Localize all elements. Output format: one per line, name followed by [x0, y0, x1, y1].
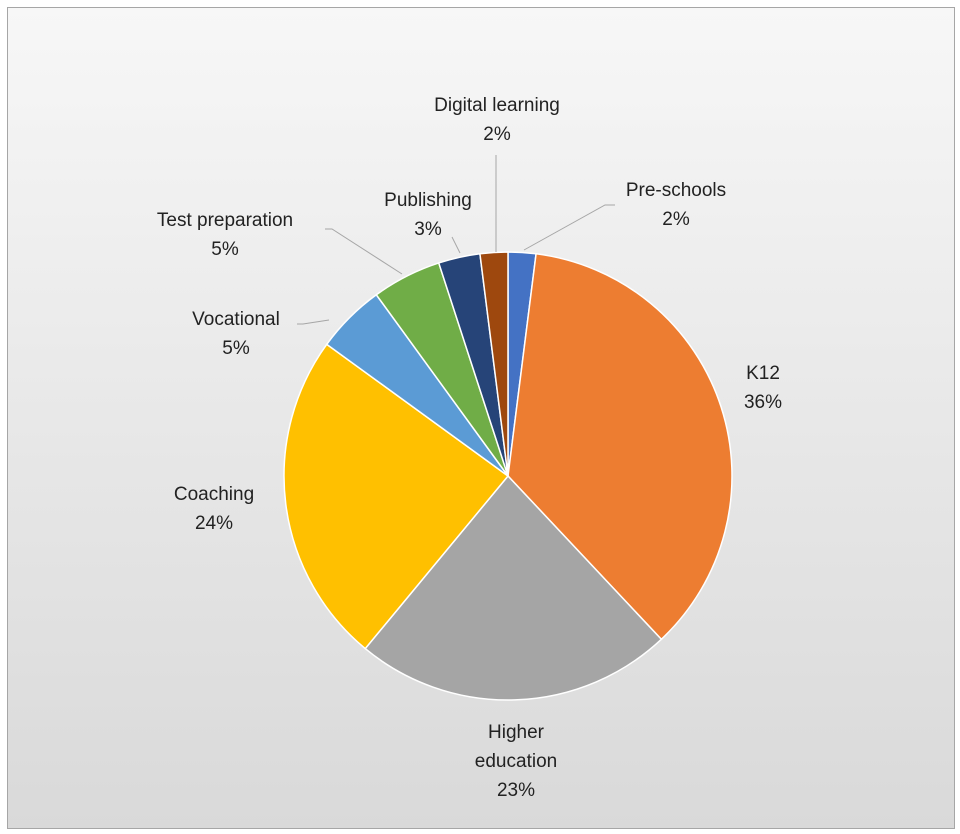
- pie-slices: [283, 251, 733, 701]
- data-label-digital-learning: Digital learning 2%: [434, 95, 560, 145]
- leader-line-vocational: [297, 319, 330, 325]
- data-label-vocational: Vocational 5%: [192, 309, 280, 359]
- data-label-test-preparation: Test preparation 5%: [157, 210, 293, 260]
- pie-slice-k12: [507, 252, 733, 641]
- data-label-k12: K12 36%: [744, 363, 782, 413]
- leader-line-pre-schools: [523, 204, 615, 251]
- data-label-higher-education: Higher education 23%: [475, 722, 557, 801]
- leader-line-test-preparation: [325, 228, 403, 275]
- data-label-publishing: Publishing 3%: [384, 190, 472, 240]
- chart-area: Pre-schools 2% K12 36% Higher education 23% Coa…: [7, 7, 955, 829]
- pie-slice-coaching: [283, 343, 510, 650]
- pie-slice-digital-learning: [479, 251, 509, 477]
- data-label-coaching: Coaching 24%: [174, 484, 254, 534]
- data-label-pre-schools: Pre-schools 2%: [626, 180, 726, 230]
- pie-chart: Pre-schools 2% K12 36% Higher education 23% Coa…: [7, 7, 955, 829]
- pie-slice-higher-education: [364, 474, 663, 701]
- leader-lines: [297, 155, 615, 325]
- leader-line-publishing: [451, 236, 461, 254]
- data-labels: Pre-schools 2% K12 36% Higher education 23% Coa…: [157, 95, 782, 801]
